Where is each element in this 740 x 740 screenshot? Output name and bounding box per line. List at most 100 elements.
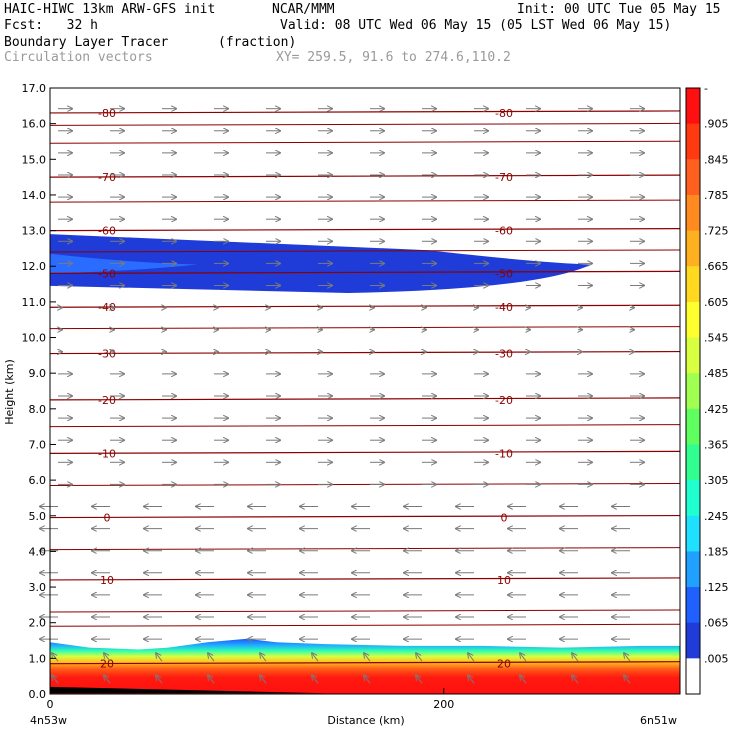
colorbar-label: .245 bbox=[704, 510, 729, 523]
circulation-vector bbox=[208, 653, 215, 662]
isotherm-line bbox=[49, 424, 681, 428]
circulation-vector bbox=[624, 675, 631, 684]
y-tick-label: 17.0 bbox=[22, 82, 47, 95]
colorbar-label: - bbox=[704, 82, 708, 95]
isotherm-line bbox=[49, 174, 681, 178]
init-time: Init: 00 UTC Tue 05 May 15 bbox=[517, 2, 721, 17]
colorbar-swatch bbox=[686, 551, 700, 588]
isotherm-line bbox=[49, 547, 681, 551]
circulation-vector bbox=[156, 675, 163, 684]
circulation-vector bbox=[52, 653, 59, 662]
y-tick-label: 1.0 bbox=[29, 652, 47, 665]
isotherm-line bbox=[49, 450, 681, 454]
isotherm-label-right: 0 bbox=[501, 512, 508, 525]
circulation-vector bbox=[416, 653, 423, 662]
circulation-vector bbox=[520, 675, 527, 684]
y-tick-label: 6.0 bbox=[29, 474, 47, 487]
y-axis-label: Height (km) bbox=[3, 359, 16, 425]
y-tick-label: 5.0 bbox=[29, 510, 47, 523]
circulation-vector bbox=[520, 653, 527, 662]
y-tick-label: 14.0 bbox=[22, 189, 47, 202]
isotherm-line bbox=[49, 249, 681, 253]
circulation-vector bbox=[468, 675, 475, 684]
circulation-vector bbox=[572, 675, 579, 684]
isotherm-label-right: -70 bbox=[495, 171, 513, 184]
isotherm-line bbox=[49, 326, 681, 330]
org-label: NCAR/MMM bbox=[272, 2, 335, 17]
circulation-vector bbox=[416, 675, 423, 684]
vector-field-name: Circulation vectors bbox=[4, 50, 153, 65]
isotherm-line bbox=[49, 623, 681, 627]
y-tick-label: 7.0 bbox=[29, 438, 47, 451]
colorbar-label: .785 bbox=[704, 189, 729, 202]
isotherm-label-left: -20 bbox=[98, 394, 116, 407]
y-tick-label: 10.0 bbox=[22, 332, 47, 345]
x-right-endpoint-label: 6n51w bbox=[640, 714, 677, 727]
circulation-vector bbox=[208, 675, 215, 684]
isotherm-line bbox=[49, 397, 681, 401]
field-name: Boundary Layer Tracer bbox=[4, 35, 169, 50]
colorbar-label: .665 bbox=[704, 260, 729, 273]
terrain-edge bbox=[50, 686, 326, 694]
isotherm-line bbox=[49, 350, 681, 355]
circulation-vector bbox=[104, 653, 111, 662]
isotherm-label-right: 20 bbox=[497, 658, 511, 671]
isotherm-label-left: 10 bbox=[100, 574, 114, 587]
isotherm-label-left: -60 bbox=[98, 225, 116, 238]
isotherm-line bbox=[49, 140, 681, 144]
colorbar-swatch bbox=[686, 123, 700, 160]
field-units: (fraction) bbox=[218, 35, 297, 50]
x-axis-label: Distance (km) bbox=[327, 714, 404, 727]
colorbar-swatch bbox=[686, 515, 700, 552]
colorbar-label: .485 bbox=[704, 367, 729, 380]
x-tick-label: 0 bbox=[47, 698, 54, 711]
colorbar-label: .365 bbox=[704, 438, 729, 451]
isotherm-line bbox=[49, 661, 681, 665]
colorbar-swatch bbox=[686, 230, 700, 267]
isotherm-line bbox=[49, 304, 681, 308]
colorbar-swatch bbox=[686, 444, 700, 481]
isotherm-label-left: -50 bbox=[98, 267, 116, 280]
isotherm-line bbox=[49, 482, 681, 486]
y-tick-label: 15.0 bbox=[22, 153, 47, 166]
circulation-vector bbox=[364, 675, 371, 684]
y-tick-label: 9.0 bbox=[29, 367, 47, 380]
boundary-layer-tracer bbox=[50, 638, 680, 694]
x-tick-label: 200 bbox=[433, 698, 454, 711]
circulation-vector bbox=[52, 675, 59, 684]
colorbar-label: .545 bbox=[704, 332, 729, 345]
circulation-vector bbox=[312, 675, 319, 684]
colorbar-label: .065 bbox=[704, 617, 729, 630]
circulation-vector bbox=[260, 653, 267, 662]
isotherm-label-left: -10 bbox=[98, 447, 116, 460]
colorbar-label: .305 bbox=[704, 474, 729, 487]
y-tick-label: 4.0 bbox=[29, 545, 47, 558]
y-tick-label: 13.0 bbox=[22, 225, 47, 238]
colorbar-frame bbox=[685, 87, 701, 695]
colorbar-swatch bbox=[686, 301, 700, 339]
isotherm-label-right: -50 bbox=[495, 267, 513, 280]
isotherm-label-left: 0 bbox=[104, 512, 111, 525]
colorbar-swatch bbox=[686, 408, 700, 445]
isotherm-label-left: -70 bbox=[98, 171, 116, 184]
circulation-vector bbox=[468, 653, 475, 662]
isotherm-label-right: -10 bbox=[495, 447, 513, 460]
isotherm-label-right: 10 bbox=[497, 574, 511, 587]
isotherm-label-right: -60 bbox=[495, 225, 513, 238]
isotherm-label-right: -80 bbox=[495, 107, 513, 120]
y-tick-label: 8.0 bbox=[29, 403, 47, 416]
colorbar-swatch bbox=[686, 337, 700, 374]
model-title: HAIC-HIWC 13km ARW-GFS init bbox=[4, 2, 216, 17]
circulation-vector bbox=[156, 653, 163, 662]
colorbar-label: .425 bbox=[704, 403, 729, 416]
valid-time: Valid: 08 UTC Wed 06 May 15 (05 LST Wed … bbox=[280, 18, 672, 33]
colorbar-label: .605 bbox=[704, 296, 729, 309]
colorbar-swatch bbox=[686, 266, 700, 303]
colorbar-label: .845 bbox=[704, 153, 729, 166]
colorbar-label: .725 bbox=[704, 225, 729, 238]
isotherm-label-right: -20 bbox=[495, 394, 513, 407]
colorbar-swatch bbox=[686, 88, 700, 125]
colorbar-swatch bbox=[686, 373, 700, 410]
circulation-vector bbox=[104, 675, 111, 684]
colorbar-label: .185 bbox=[704, 545, 729, 558]
